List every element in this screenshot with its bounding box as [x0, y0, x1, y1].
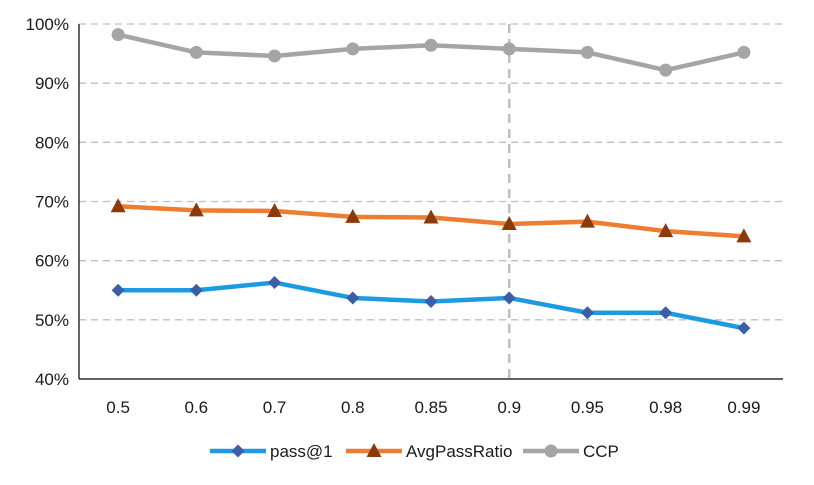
x-tick-label: 0.95: [571, 398, 604, 417]
grid-lines: [79, 23, 783, 379]
legend-marker-avgpassratio: [366, 443, 382, 457]
data-point-avgpassratio: [423, 209, 439, 224]
data-point-ccp: [346, 42, 360, 56]
data-point-avgpassratio: [267, 202, 283, 217]
data-point-pass-1: [737, 321, 751, 335]
x-tick-label: 0.7: [263, 398, 287, 417]
x-tick-label: 0.8: [341, 398, 365, 417]
data-point-ccp: [111, 28, 125, 42]
y-tick-label: 70%: [35, 193, 69, 212]
series-group: [110, 28, 752, 335]
data-point-pass-1: [268, 276, 282, 290]
data-point-ccp: [659, 63, 673, 77]
x-tick-label: 0.99: [727, 398, 760, 417]
data-point-avgpassratio: [501, 215, 517, 230]
x-tick-label: 0.5: [106, 398, 130, 417]
data-point-pass-1: [502, 291, 516, 305]
y-tick-label: 80%: [35, 133, 69, 152]
axes: [78, 24, 783, 380]
legend-label-pass-1: pass@1: [270, 442, 333, 461]
data-point-avgpassratio: [345, 208, 361, 223]
data-point-avgpassratio: [579, 213, 595, 228]
data-point-ccp: [737, 45, 751, 59]
legend-item-avgpassratio: AvgPassRatio: [346, 442, 512, 461]
data-point-pass-1: [580, 306, 594, 320]
legend-item-pass-1: pass@1: [210, 442, 333, 461]
x-tick-label: 0.98: [649, 398, 682, 417]
data-point-ccp: [424, 38, 438, 52]
series-ccp: [111, 28, 751, 77]
data-point-ccp: [268, 49, 282, 63]
x-tick-label: 0.85: [414, 398, 447, 417]
data-point-ccp: [502, 42, 516, 56]
legend-marker-pass-1: [231, 444, 245, 458]
y-tick-label: 40%: [35, 370, 69, 389]
y-tick-label: 100%: [26, 15, 69, 34]
legend-item-ccp: CCP: [523, 442, 619, 461]
data-point-ccp: [580, 45, 594, 59]
y-tick-label: 90%: [35, 74, 69, 93]
x-tick-label: 0.6: [185, 398, 209, 417]
legend: pass@1 AvgPassRatio CCP: [210, 442, 619, 461]
series-avgpassratio: [110, 198, 752, 243]
series-pass-1: [111, 276, 751, 335]
x-tick-labels: 0.5 0.6 0.7 0.8 0.85 0.9 0.95 0.98 0.99: [106, 398, 760, 417]
data-point-avgpassratio: [188, 202, 204, 217]
data-point-pass-1: [111, 283, 125, 297]
y-tick-label: 60%: [35, 252, 69, 271]
y-tick-label: 50%: [35, 311, 69, 330]
data-point-avgpassratio: [110, 198, 126, 213]
data-point-pass-1: [346, 291, 360, 305]
legend-label-ccp: CCP: [583, 442, 619, 461]
legend-marker-ccp: [544, 444, 558, 458]
data-point-pass-1: [424, 294, 438, 308]
data-point-pass-1: [659, 306, 673, 320]
x-tick-label: 0.9: [497, 398, 521, 417]
data-point-ccp: [189, 45, 203, 59]
legend-label-avgpassratio: AvgPassRatio: [406, 442, 512, 461]
data-point-avgpassratio: [658, 223, 674, 238]
y-tick-labels: 40% 50% 60% 70% 80% 90% 100%: [26, 15, 69, 389]
data-point-avgpassratio: [736, 228, 752, 243]
data-point-pass-1: [189, 283, 203, 297]
